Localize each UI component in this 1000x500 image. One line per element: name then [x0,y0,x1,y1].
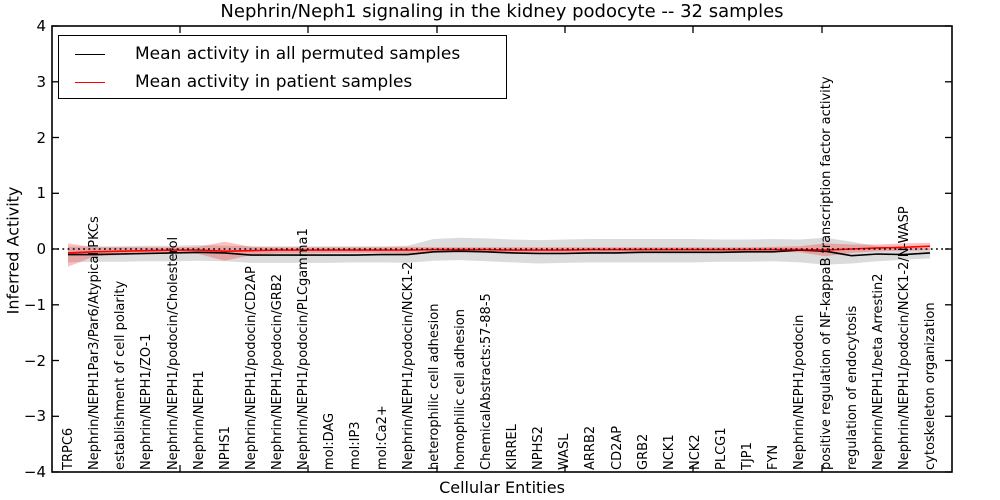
legend-label-permuted: Mean activity in all permuted samples [135,44,461,64]
y-tick-label: 2 [36,128,46,147]
x-tick-label: FYN [766,444,782,470]
x-tick-label: NCK2 [687,434,703,470]
x-tick-label: Nephrin/NEPH1/ZO-1 [139,333,155,470]
legend-label-patient: Mean activity in patient samples [135,72,413,92]
y-tick-label: −3 [23,407,46,426]
x-tick-label: Nephrin/NEPH1/podocin/Cholesterol [165,236,181,470]
x-tick-label: Nephrin/NEPH1Par3/Par6/Atypical PKCs [87,216,103,470]
x-tick-label: Nephrin/NEPH1 [191,370,207,470]
series-1-band [68,241,930,267]
black-line-sample-icon [75,53,105,55]
y-tick-label: −2 [23,351,46,370]
x-tick-label: cytoskeleton organization [923,302,938,470]
x-tick-label: Nephrin/NEPH1/podocin/CD2AP [243,266,259,470]
x-tick-label: Nephrin/NEPH1/podocin/NCK1-2 [400,261,416,470]
y-tick-label: −4 [23,463,46,481]
x-tick-label: Nephrin/NEPH1/podocin/NCK1-2/N-WASP [896,206,912,470]
x-tick-label: Nephrin/NEPH1/beta Arrestin2 [870,273,886,471]
x-tick-label: KIRREL [505,424,521,470]
x-axis-label: Cellular Entities [439,478,565,497]
y-tick-label: 1 [36,184,46,203]
x-tick-label: ChemicalAbstracts:57-88-5 [478,293,494,470]
chart-title: Nephrin/Neph1 signaling in the kidney po… [220,1,784,22]
x-tick-label: heterophilic cell adhesion [426,303,442,471]
x-tick-label: mol:DAG [322,412,338,470]
y-tick-label: 3 [36,72,46,91]
legend-item-permuted: Mean activity in all permuted samples [59,40,506,68]
x-tick-label: NPHS1 [217,426,233,470]
x-tick-label: NCK1 [661,434,677,470]
x-tick-label: PLCG1 [714,427,729,470]
x-tick-label: WASL [557,433,573,470]
x-tick-label: CD2AP [609,425,625,470]
series-0-band [68,237,930,265]
x-tick-label: GRB2 [635,433,651,470]
x-tick-label: TJP1 [740,442,756,470]
x-tick-label: establishment of cell polarity [113,280,129,470]
y-tick-label: 4 [36,17,46,35]
legend: Mean activity in all permuted samples Me… [58,35,507,99]
x-tick-label: mol:IP3 [348,421,364,470]
y-tick-label: −1 [23,295,46,314]
x-tick-label: TRPC6 [61,427,76,470]
legend-item-patient: Mean activity in patient samples [59,68,506,96]
x-tick-label: Nephrin/NEPH1/podocin/PLCgamma1 [296,228,312,470]
x-tick-label: Nephrin/NEPH1/podocin/GRB2 [270,273,285,470]
x-tick-label: ARRB2 [583,425,599,470]
y-tick-label: 0 [36,240,46,258]
x-tick-label: positive regulation of NF-kappaB transcr… [818,76,834,470]
x-tick-label: homophilic cell adhesion [452,309,468,470]
x-tick-label: regulation of endocytosis [844,305,860,470]
x-tick-label: mol:Ca2+ [374,405,390,470]
x-tick-label: NPHS2 [531,426,547,470]
red-line-sample-icon [75,81,105,83]
series-0-line [68,249,931,257]
x-tick-label: Nephrin/NEPH1/podocin [792,314,808,470]
